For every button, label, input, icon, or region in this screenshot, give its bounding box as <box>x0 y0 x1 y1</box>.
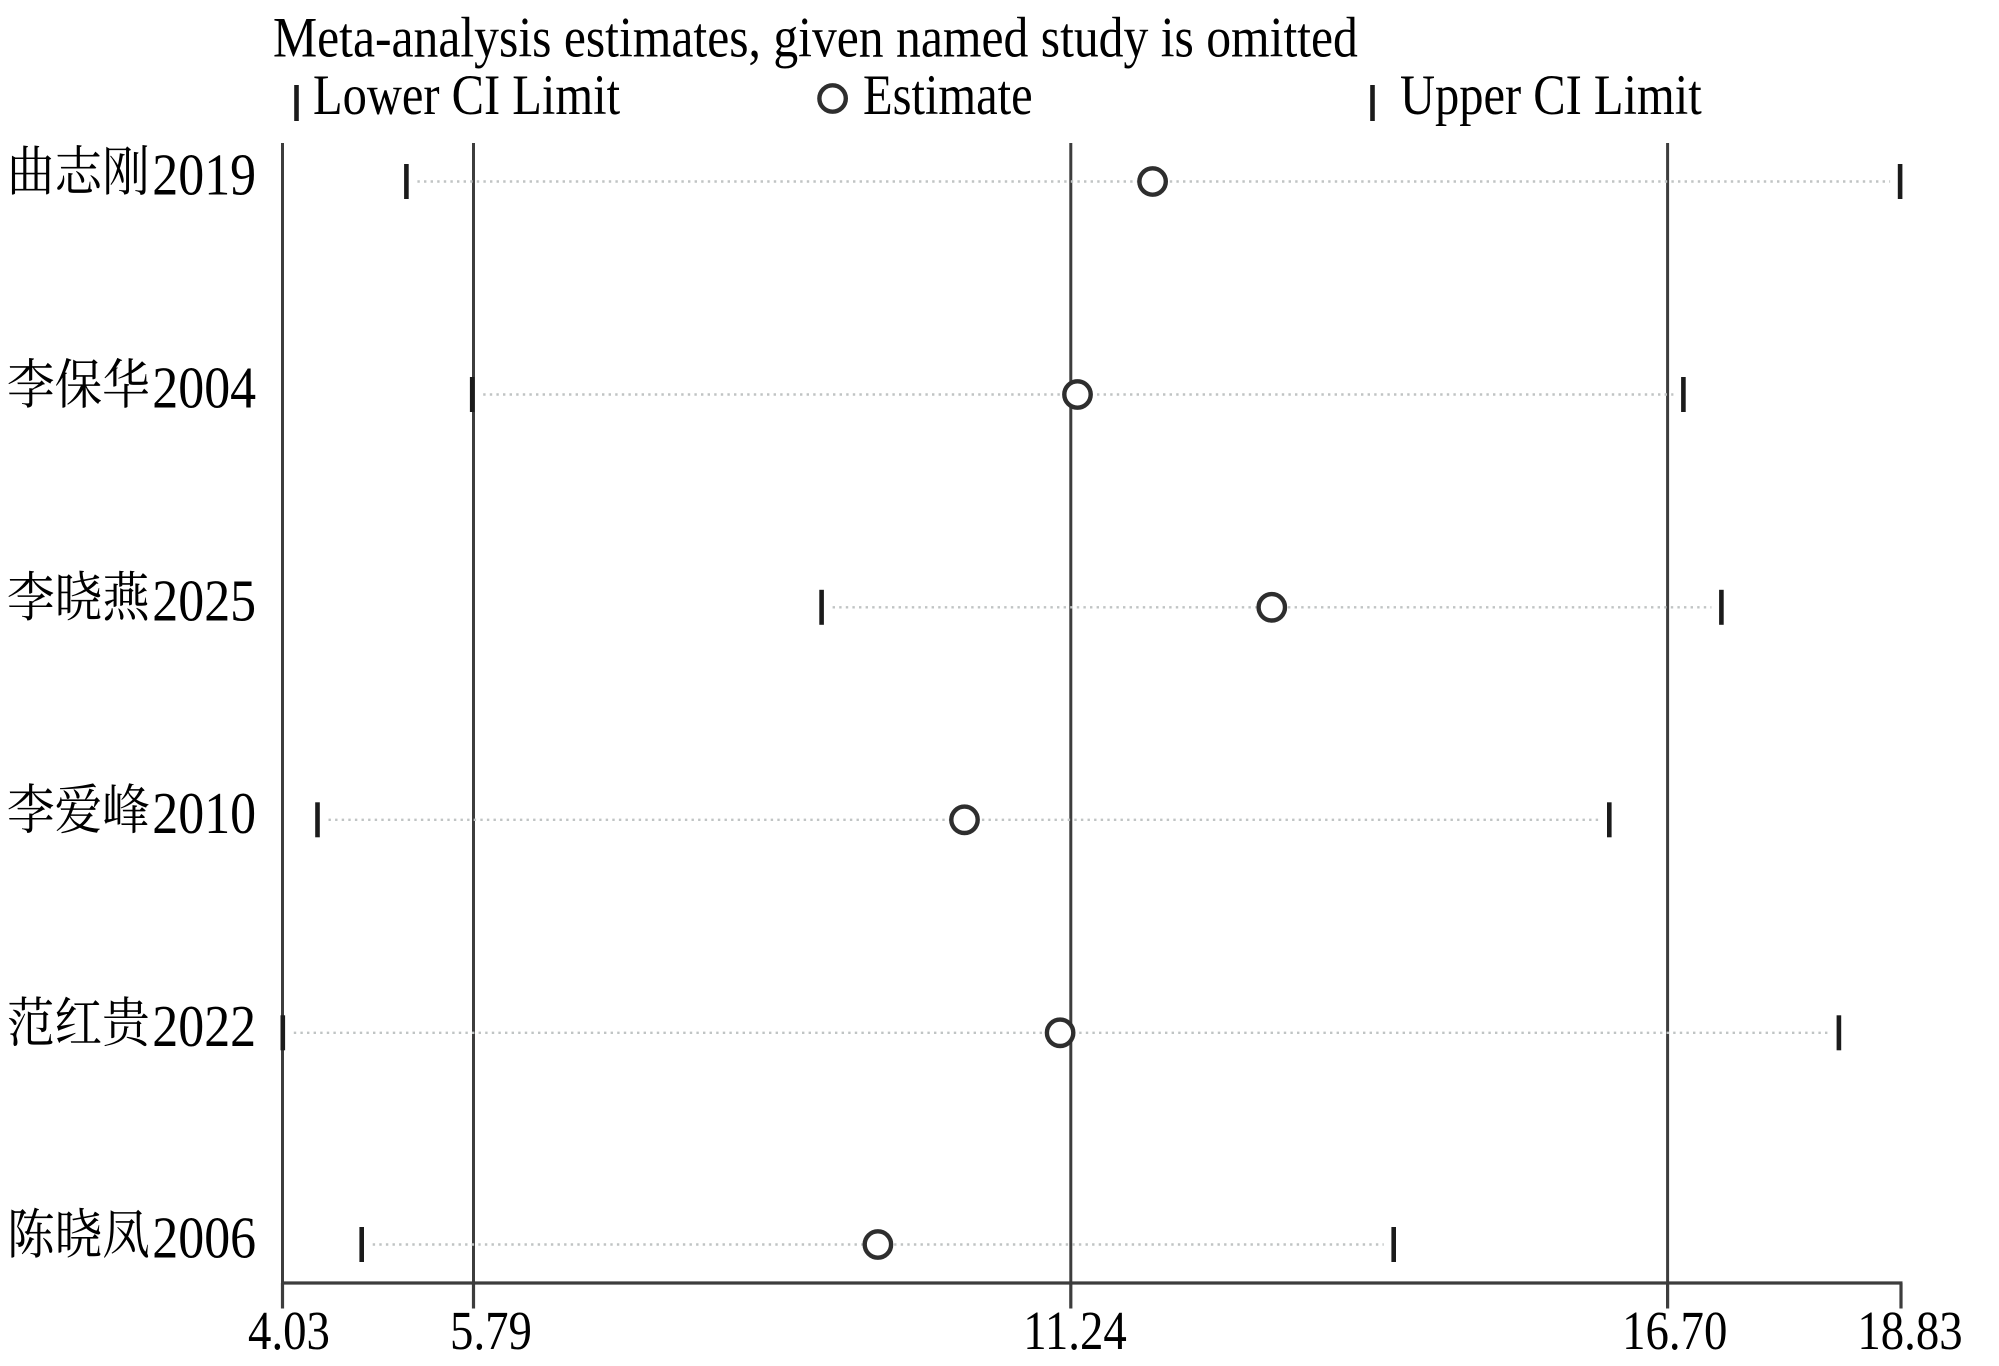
svg-text:5.79: 5.79 <box>450 1301 532 1362</box>
svg-text:2022: 2022 <box>152 994 256 1060</box>
svg-text:2010: 2010 <box>152 781 256 847</box>
svg-text:Meta-analysis estimates, given: Meta-analysis estimates, given named stu… <box>273 5 1358 69</box>
svg-text:11.24: 11.24 <box>1023 1301 1127 1362</box>
svg-text:4.03: 4.03 <box>248 1301 330 1362</box>
svg-text:Estimate: Estimate <box>863 64 1033 126</box>
svg-text:Upper CI Limit: Upper CI Limit <box>1400 64 1702 126</box>
svg-text:2004: 2004 <box>152 355 256 421</box>
svg-text:18.83: 18.83 <box>1857 1301 1962 1362</box>
svg-text:Lower CI Limit: Lower CI Limit <box>313 64 620 126</box>
svg-text:2019: 2019 <box>152 142 256 208</box>
svg-text:2006: 2006 <box>152 1205 256 1271</box>
svg-text:2025: 2025 <box>152 568 256 634</box>
svg-text:16.70: 16.70 <box>1622 1301 1727 1362</box>
